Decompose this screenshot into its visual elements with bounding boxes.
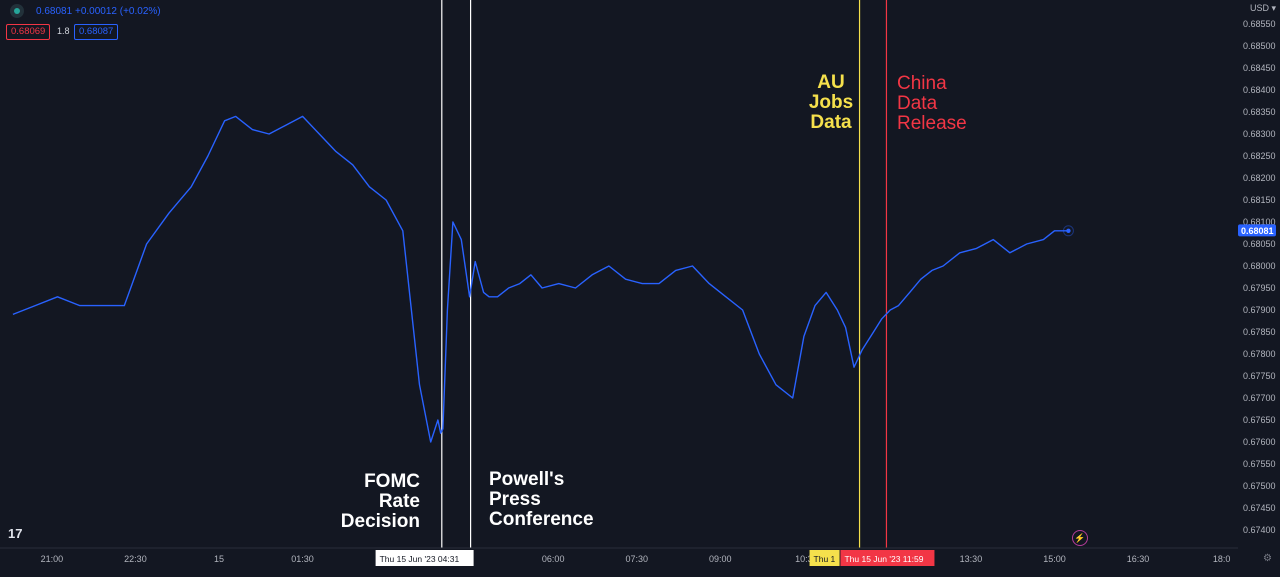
powell-line-1: Powell's (489, 469, 565, 490)
time-axis: 21:0022:301501:3003:06:0007:3009:0010:31… (0, 547, 1280, 577)
price-tick-label: 0.67600 (1243, 437, 1276, 447)
time-tick-label: 13:30 (960, 554, 983, 564)
price-tick-label: 0.68400 (1243, 85, 1276, 95)
price-axis-background (1238, 0, 1280, 577)
au-jobs-line-1: AU (817, 72, 845, 93)
price-tick-label: 0.67950 (1243, 283, 1276, 293)
price-line-series (12, 115, 1069, 443)
price-tick-label: 0.68300 (1243, 129, 1276, 139)
price-tick-label: 0.68250 (1243, 151, 1276, 161)
china-line-3: Release (897, 113, 967, 134)
crosshair-time-label: Thu 15 Jun '23 04:31 (380, 554, 460, 564)
market-status-icon (10, 4, 24, 18)
price-tick-label: 0.68450 (1243, 63, 1276, 73)
time-tick-label: 09:00 (709, 554, 732, 564)
price-tick-label: 0.67500 (1243, 481, 1276, 491)
time-tick-label: 15:00 (1043, 554, 1066, 564)
price-tick-label: 0.67550 (1243, 459, 1276, 469)
currency-label: USD (1249, 3, 1269, 13)
price-tick-label: 0.68350 (1243, 107, 1276, 117)
last-point-halo (1062, 225, 1074, 237)
price-tick-label: 0.68500 (1243, 41, 1276, 51)
price-tick-label: 0.67700 (1243, 393, 1276, 403)
price-tick-label: 0.67450 (1243, 503, 1276, 513)
time-tick-label: 15 (214, 554, 224, 564)
powell-line-2: Press (489, 489, 541, 510)
tradingview-logo-icon[interactable]: 17 (8, 526, 23, 541)
price-tick-label: 0.67900 (1243, 305, 1276, 315)
china-line-1: China (897, 73, 947, 94)
fomc-line-2: Rate (378, 491, 420, 512)
time-axis-background (0, 548, 1280, 577)
price-tick-label: 0.67800 (1243, 349, 1276, 359)
price-tick-label: 0.68200 (1243, 173, 1276, 183)
price-tick-label: 0.68150 (1243, 195, 1276, 205)
price-tick-label: 0.68550 (1243, 19, 1276, 29)
time-tick-label: 01:30 (291, 554, 314, 564)
china-line-2: Data (897, 93, 938, 114)
au-jobs-line-2: Jobs (808, 92, 854, 113)
last-point-dot (1066, 228, 1071, 233)
time-tick-label: 16:30 (1127, 554, 1150, 564)
fomc-line-1: FOMC (364, 471, 420, 492)
price-change-value: +0.00012 (+0.02%) (75, 6, 161, 17)
fomc-line-3: Decision (340, 511, 420, 532)
au-jobs-annotation: AU Jobs Data (806, 73, 856, 133)
settings-icon[interactable]: ⚙ (1263, 553, 1272, 564)
crosshair-time-label: Thu 15 Jun '23 11:59 (844, 554, 923, 564)
last-price-value: 0.68081 (36, 6, 73, 17)
crosshair-time-box (809, 550, 840, 566)
time-tick-label: 21:00 (41, 554, 64, 564)
time-tick-label: 18:0 (1213, 554, 1231, 564)
price-tick-label: 0.67850 (1243, 327, 1276, 337)
current-price-label: 0.68081 (1241, 226, 1274, 236)
time-tick-label: 07:30 (625, 554, 648, 564)
spread-value: 1.8 (57, 26, 70, 36)
powell-annotation: Powell's Press Conference (489, 470, 594, 530)
time-tick-label: 22:30 (124, 554, 147, 564)
crosshair-time-box (375, 550, 474, 566)
current-price-box (1238, 224, 1276, 237)
event-markers (441, 0, 888, 548)
sell-price-button[interactable]: 0.68069 (6, 24, 51, 40)
price-tick-label: 0.68050 (1243, 239, 1276, 249)
au-jobs-line-3: Data (810, 112, 852, 133)
price-tick-label: 0.68000 (1243, 261, 1276, 271)
price-tick-label: 0.67400 (1243, 525, 1276, 535)
currency-selector[interactable]: USD ▾ (1249, 3, 1276, 13)
time-tick-label: 06:00 (542, 554, 565, 564)
crosshair-time-label: Thu 1 (814, 554, 836, 564)
lightning-icon[interactable]: ⚡ (1072, 530, 1088, 546)
powell-line-3: Conference (489, 509, 594, 530)
price-tick-label: 0.67750 (1243, 371, 1276, 381)
price-tick-label: 0.68100 (1243, 217, 1276, 227)
fomc-annotation: FOMC Rate Decision (336, 472, 420, 532)
china-annotation: China Data Release (897, 74, 967, 134)
price-tick-label: 0.67650 (1243, 415, 1276, 425)
buy-price-button[interactable]: 0.68087 (74, 24, 119, 40)
price-axis: 0.67400 0.67450 0.67500 0.67550 0.67600 0.676… (1062, 0, 1280, 577)
time-tick-label: 10:3 (795, 554, 813, 564)
crosshair-time-box (840, 550, 935, 566)
